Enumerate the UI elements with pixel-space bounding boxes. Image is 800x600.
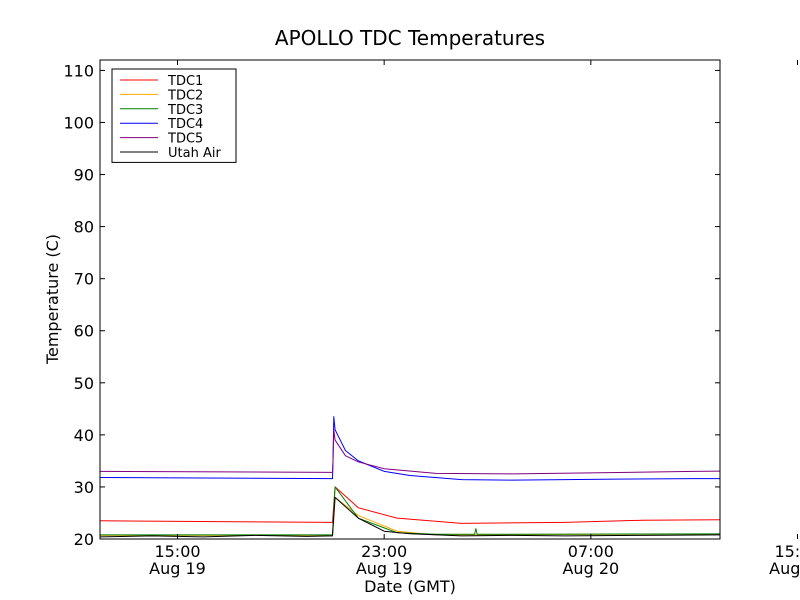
legend-label: TDC5 xyxy=(167,132,203,147)
legend-label: TDC4 xyxy=(167,117,203,132)
legend-label: TDC2 xyxy=(167,88,203,103)
legend-box xyxy=(111,68,237,163)
legend-label: Utah Air xyxy=(168,146,221,161)
x-tick-label: 15:00 xyxy=(774,542,800,561)
series-line-tdc5 xyxy=(100,429,720,475)
x-tick-label: 15:00 xyxy=(154,542,200,561)
y-tick-label: 60 xyxy=(74,322,94,341)
x-tick-sublabel: Aug 19 xyxy=(149,559,206,578)
y-axis-title: Temperature (C) xyxy=(43,234,62,365)
x-tick-label: 23:00 xyxy=(361,542,407,561)
y-tick-label: 80 xyxy=(74,218,94,237)
series-line-tdc1 xyxy=(100,486,720,524)
x-tick-sublabel: Aug 20 xyxy=(562,559,619,578)
plot-area xyxy=(100,416,720,538)
y-tick-label: 30 xyxy=(74,478,94,497)
series-line-tdc4 xyxy=(100,416,720,481)
x-tick-label: 07:00 xyxy=(568,542,614,561)
x-tick-sublabel: Aug 19 xyxy=(356,559,413,578)
series-line-tdc2 xyxy=(100,496,720,536)
series-line-utah-air xyxy=(100,496,720,538)
legend-label: TDC3 xyxy=(167,103,203,118)
y-tick-label: 20 xyxy=(74,530,94,549)
plot-frame xyxy=(99,59,721,540)
y-tick-label: 110 xyxy=(63,61,94,80)
y-tick-label: 70 xyxy=(74,270,94,289)
y-tick-label: 40 xyxy=(74,426,94,445)
y-tick-label: 100 xyxy=(63,113,94,132)
y-tick-label: 50 xyxy=(74,374,94,393)
y-tick-label: 90 xyxy=(74,166,94,185)
legend-label: TDC1 xyxy=(167,74,203,89)
x-axis-title: Date (GMT) xyxy=(364,577,456,596)
y-axis: 20 30 40 50 60 70 80 90 100 110 xyxy=(63,61,720,549)
x-tick-sublabel: Aug 20 xyxy=(769,559,800,578)
chart-title: APOLLO TDC Temperatures xyxy=(275,26,545,50)
